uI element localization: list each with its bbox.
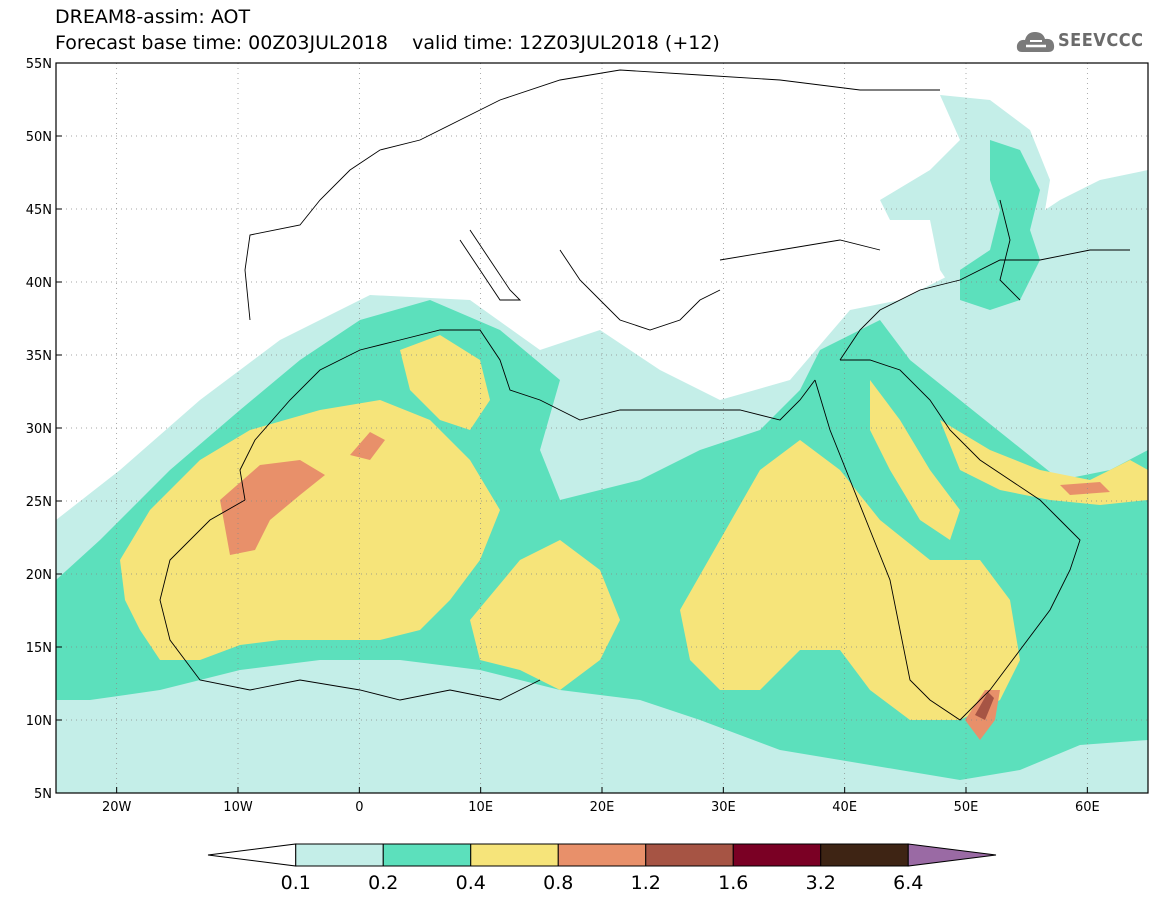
lat-label-0: 5N xyxy=(34,787,52,802)
colorbar-label-5: 1.6 xyxy=(718,872,749,894)
colorbar-label-4: 1.2 xyxy=(630,872,661,894)
aot-band-0-8 xyxy=(220,460,325,555)
colorbar-left-triangle xyxy=(207,843,297,867)
lon-label-0: 20W xyxy=(102,800,132,815)
lon-label-4: 20E xyxy=(590,800,615,815)
aot-band-0-4-west xyxy=(120,400,500,660)
time-info: Forecast base time: 00Z03JUL2018 valid t… xyxy=(55,32,720,54)
lon-label-1: 10W xyxy=(223,800,253,815)
lat-label-2: 15N xyxy=(26,641,52,656)
colorbar-label-3: 0.8 xyxy=(543,872,574,894)
colorbar xyxy=(207,843,997,867)
cloud-logo-icon xyxy=(1016,32,1055,52)
lon-label-5: 30E xyxy=(711,800,736,815)
aot-band-0-4-north xyxy=(400,335,490,430)
colorbar-right-triangle xyxy=(907,843,997,867)
colorbar-box-3 xyxy=(470,843,559,867)
lon-label-3: 10E xyxy=(468,800,493,815)
colorbar-label-2: 0.4 xyxy=(455,872,486,894)
lat-label-7: 40N xyxy=(26,276,52,291)
aot-band-0-4-east xyxy=(680,440,1020,720)
seevccc-logo: SEEVCCC xyxy=(1016,26,1156,56)
forecast-base-time: Forecast base time: 00Z03JUL2018 xyxy=(55,32,388,54)
lon-label-7: 50E xyxy=(954,800,979,815)
lat-label-10: 55N xyxy=(26,57,52,72)
colorbar-box-7 xyxy=(820,843,909,867)
lon-label-2: 0 xyxy=(355,800,363,815)
colorbar-label-6: 3.2 xyxy=(805,872,836,894)
valid-time: valid time: 12Z03JUL2018 (+12) xyxy=(412,32,720,54)
aot-band-0-8-gulf xyxy=(1060,482,1110,495)
coastlines xyxy=(159,69,1130,721)
lat-label-6: 35N xyxy=(26,349,52,364)
colorbar-label-0: 0.1 xyxy=(280,872,311,894)
lat-label-5: 30N xyxy=(26,422,52,437)
lat-label-4: 25N xyxy=(26,495,52,510)
colorbar-label-1: 0.2 xyxy=(368,872,399,894)
lat-label-3: 20N xyxy=(26,568,52,583)
lon-label-8: 60E xyxy=(1075,800,1100,815)
lat-label-8: 45N xyxy=(26,203,52,218)
lat-label-1: 10N xyxy=(26,714,52,729)
colorbar-box-1 xyxy=(295,843,384,867)
lat-label-9: 50N xyxy=(26,130,52,145)
colorbar-box-2 xyxy=(382,843,472,867)
logo-text: SEEVCCC xyxy=(1058,30,1144,51)
lon-label-6: 40E xyxy=(832,800,857,815)
colorbar-box-4 xyxy=(557,843,647,867)
aot-band-0-4-central xyxy=(470,540,620,690)
aot-band-1-2 xyxy=(975,692,994,720)
aot-band-0-8-north xyxy=(350,432,385,460)
colorbar-label-7: 6.4 xyxy=(893,872,924,894)
colorbar-box-5 xyxy=(645,843,734,867)
aot-band-0-2-caspian xyxy=(960,140,1040,310)
colorbar-box-6 xyxy=(732,843,822,867)
aot-contours xyxy=(56,95,1148,793)
latitude-labels: 5N 10N 15N 20N 25N 30N 35N 40N 45N 50N 55N xyxy=(26,57,62,802)
longitude-labels: 20W 10W 0 10E 20E 30E 40E 50E 60E xyxy=(102,787,1100,815)
map-title: DREAM8-assim: AOT xyxy=(55,6,251,28)
aot-band-0-4-arabia xyxy=(870,380,960,540)
